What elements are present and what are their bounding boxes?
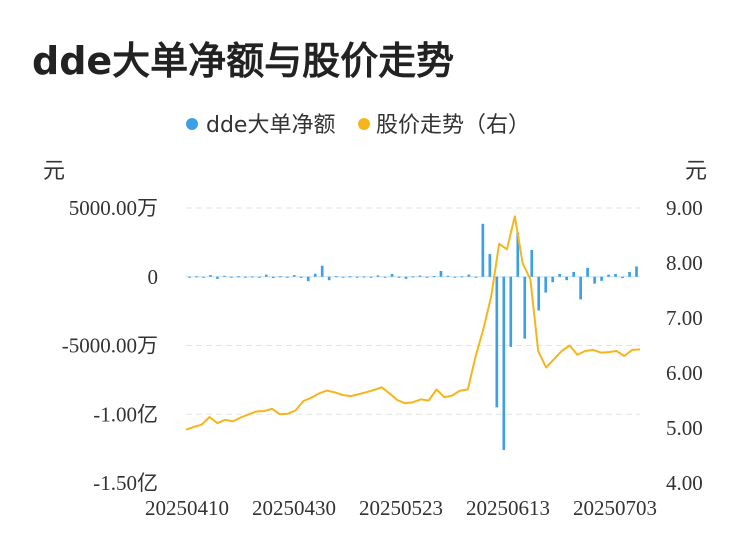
x-tick-label: 20250410 bbox=[145, 496, 229, 520]
dde-bar bbox=[348, 276, 352, 278]
dde-bar bbox=[299, 276, 303, 278]
x-tick-label: 20250613 bbox=[466, 496, 550, 520]
dde-bar bbox=[474, 276, 478, 278]
dde-bar bbox=[397, 276, 401, 278]
dde-bar bbox=[439, 270, 443, 277]
dde-bar bbox=[628, 271, 631, 277]
dde-bar bbox=[481, 223, 485, 277]
dde-bar bbox=[453, 276, 457, 278]
x-tick-label: 20250703 bbox=[573, 496, 657, 520]
dde-bar bbox=[495, 276, 499, 408]
dde-bar bbox=[579, 276, 582, 300]
dde-bar bbox=[432, 276, 436, 278]
dde-bar bbox=[446, 275, 450, 277]
dde-bar bbox=[614, 274, 617, 277]
dde-bar bbox=[188, 276, 191, 278]
dde-bar bbox=[488, 254, 492, 277]
dde-bar bbox=[376, 275, 380, 277]
right-tick-label: 7.00 bbox=[666, 306, 703, 330]
legend-label-1: dde大单净额 bbox=[206, 113, 335, 138]
left-tick-label: 0 bbox=[148, 265, 159, 289]
dde-bar bbox=[530, 249, 534, 277]
dde-bar bbox=[362, 276, 366, 278]
legend: dde大单净额 股价走势（右） bbox=[186, 113, 530, 138]
dde-bar bbox=[334, 276, 338, 278]
dde-bar bbox=[565, 276, 568, 281]
dde-bar bbox=[313, 273, 317, 277]
dde-bar bbox=[383, 276, 387, 278]
legend-marker-1 bbox=[186, 118, 198, 130]
x-tick-label: 20250430 bbox=[252, 496, 336, 520]
dde-bar bbox=[285, 276, 289, 278]
dde-bar bbox=[223, 275, 226, 277]
dde-bar bbox=[460, 276, 464, 278]
gridlines bbox=[186, 207, 640, 415]
dde-bar bbox=[544, 276, 548, 293]
dde-bar bbox=[306, 276, 310, 282]
right-tick-label: 6.00 bbox=[666, 361, 703, 385]
dde-bar bbox=[202, 276, 205, 278]
dde-bar bbox=[635, 266, 638, 277]
dde-bar bbox=[292, 275, 296, 277]
dde-bar bbox=[237, 276, 240, 278]
right-tick-label: 4.00 bbox=[666, 471, 703, 495]
dde-bar bbox=[418, 275, 422, 277]
right-tick-label: 5.00 bbox=[666, 416, 703, 440]
dde-bar bbox=[509, 276, 513, 347]
left-axis-unit: 元 bbox=[43, 159, 65, 184]
legend-label-2: 股价走势（右） bbox=[376, 113, 530, 138]
x-axis: 20250410 20250430 20250523 20250613 20250703 bbox=[145, 496, 657, 520]
chart-title: dde大单净额与股价走势 bbox=[32, 39, 455, 83]
left-axis: 5000.00万 0 -5000.00万 -1.00亿 -1.50亿 bbox=[62, 196, 158, 495]
dde-bar bbox=[537, 276, 541, 311]
dde-bar bbox=[502, 276, 506, 450]
dde-bar bbox=[404, 276, 408, 279]
dde-bar bbox=[586, 267, 589, 277]
dde-bar bbox=[607, 274, 610, 277]
dde-bar bbox=[230, 276, 233, 278]
dde-bar bbox=[355, 276, 359, 278]
dde-bar bbox=[244, 276, 247, 278]
legend-marker-2 bbox=[358, 118, 370, 130]
right-axis: 9.00 8.00 7.00 6.00 5.00 4.00 bbox=[666, 196, 703, 495]
left-tick-label: -1.50亿 bbox=[93, 471, 158, 495]
price-line bbox=[185, 215, 641, 431]
dde-bar bbox=[411, 276, 415, 278]
dde-bar bbox=[600, 276, 603, 281]
dde-bar bbox=[195, 276, 198, 278]
dde-bar bbox=[572, 271, 575, 277]
dde-bar bbox=[264, 274, 268, 277]
dde-bar bbox=[258, 276, 261, 278]
dde-bar bbox=[216, 276, 219, 279]
dde-bar bbox=[369, 276, 373, 278]
dde-bar bbox=[341, 276, 345, 278]
dde-bar bbox=[516, 232, 520, 277]
left-tick-label: -5000.00万 bbox=[62, 334, 158, 358]
right-tick-label: 9.00 bbox=[666, 196, 703, 220]
x-tick-label: 20250523 bbox=[359, 496, 443, 520]
right-tick-label: 8.00 bbox=[666, 251, 703, 275]
dde-bar bbox=[278, 276, 282, 278]
dde-bar bbox=[523, 276, 527, 339]
dde-bar bbox=[390, 274, 394, 277]
dde-bar bbox=[327, 276, 331, 281]
dde-bar bbox=[425, 276, 429, 278]
dde-bar bbox=[209, 275, 212, 277]
dde-bar bbox=[251, 276, 254, 278]
left-tick-label: 5000.00万 bbox=[69, 196, 158, 220]
dde-bar bbox=[467, 274, 471, 277]
dde-bar bbox=[593, 276, 596, 284]
left-tick-label: -1.00亿 bbox=[93, 402, 158, 426]
dde-bar bbox=[558, 274, 562, 277]
dde-bar bbox=[621, 276, 624, 279]
dde-bars bbox=[186, 223, 640, 450]
right-axis-unit: 元 bbox=[685, 159, 707, 184]
price-line-group bbox=[185, 215, 641, 431]
dde-bar bbox=[271, 276, 275, 278]
dde-bar bbox=[551, 276, 555, 283]
dde-bar bbox=[320, 265, 324, 277]
